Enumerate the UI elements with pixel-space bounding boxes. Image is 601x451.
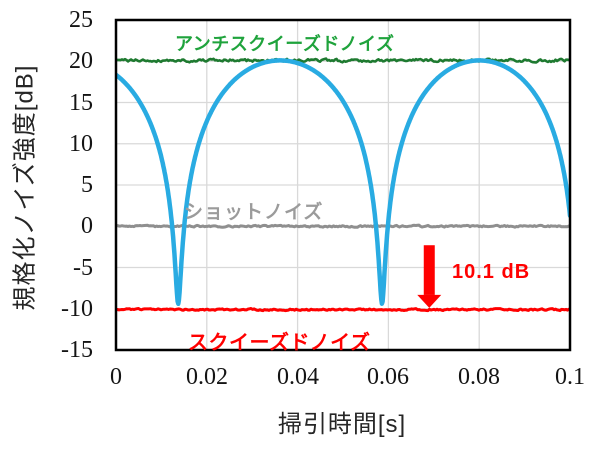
y-tick-label--15: -15 (61, 337, 93, 363)
x-tick-label-0.06: 0.06 (367, 364, 409, 390)
y-tick-label--10: -10 (61, 296, 93, 322)
series-line-level-2 (116, 307, 570, 313)
y-tick-label--5: -5 (73, 255, 93, 281)
x-tick-label-0: 0 (110, 364, 122, 390)
series-line-level-0 (116, 57, 570, 64)
series-line-level-1 (116, 223, 570, 229)
x-tick-label-0.1: 0.1 (555, 364, 585, 390)
plot-border (114, 18, 572, 352)
y-tick-label-15: 15 (69, 90, 93, 116)
y-tick-label-10: 10 (69, 131, 93, 157)
annotation-arrow-head (417, 294, 442, 308)
series-label-antisqueezed-noise: アンチスクイーズドノイズ (175, 34, 395, 54)
x-tick-label-0.08: 0.08 (458, 364, 500, 390)
y-tick-label-25: 25 (69, 7, 93, 33)
x-tick-label-0.02: 0.02 (186, 364, 228, 390)
y-tick-label-20: 20 (69, 48, 93, 74)
y-tick-label-0: 0 (81, 213, 93, 239)
y-tick-label-5: 5 (81, 172, 93, 198)
series-line-swept-quadrature-noise (116, 58, 570, 307)
annotation-squeezing-level: 10.1 dB (452, 261, 531, 283)
series-label-shot-noise: ショットノイズ (184, 202, 324, 223)
series-label-squeezed-noise: スクイーズドノイズ (188, 332, 371, 354)
x-axis-title: 掃引時間[s] (277, 411, 407, 438)
x-tick-label-0.04: 0.04 (277, 364, 319, 390)
annotation-arrow-shaft (423, 245, 435, 295)
